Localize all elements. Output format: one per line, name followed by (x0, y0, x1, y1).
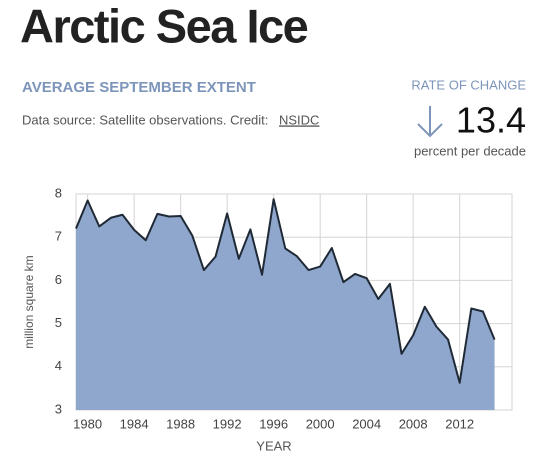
title: Arctic Sea Ice (20, 0, 308, 52)
y-tick-label: 3 (55, 401, 62, 416)
y-tick-label: 8 (55, 185, 62, 200)
area (76, 199, 495, 410)
rate-unit: percent per decade (414, 143, 526, 158)
x-tick-label: 1980 (73, 416, 102, 431)
credit-link[interactable]: NSIDC (279, 112, 319, 127)
x-tick-label: 1984 (120, 416, 149, 431)
x-tick-label: 2004 (352, 416, 381, 431)
x-tick-label: 1996 (259, 416, 288, 431)
source: Data source: Satellite observations. Cre… (22, 112, 268, 127)
down-arrow (417, 106, 443, 138)
rate-value: 13.4 (456, 100, 526, 141)
line (75, 198, 496, 384)
y-axis-label: million square km (22, 255, 36, 348)
y-tick-label: 5 (55, 315, 62, 330)
x-tick-label: 1992 (213, 416, 242, 431)
subtitle: AVERAGE SEPTEMBER EXTENT (22, 79, 256, 96)
y-tick-label: 4 (55, 358, 62, 373)
y-tick-label: 7 (55, 229, 62, 244)
x-axis-label: YEAR (256, 438, 291, 453)
x-tick-label: 2012 (445, 416, 474, 431)
rate-label: RATE OF CHANGE (411, 77, 526, 92)
x-tick-label: 2008 (399, 416, 428, 431)
x-tick-label: 2000 (306, 416, 335, 431)
y-tick-label: 6 (55, 272, 62, 287)
x-tick-label: 1988 (166, 416, 195, 431)
